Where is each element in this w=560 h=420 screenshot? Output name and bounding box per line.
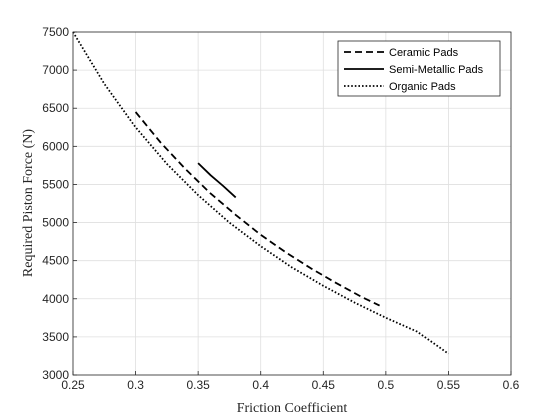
y-tick-label: 5500 [42, 177, 69, 191]
x-tick-label: 0.55 [437, 378, 461, 392]
x-tick-label: 0.3 [127, 378, 144, 392]
y-tick-label: 4500 [42, 254, 69, 268]
x-tick-label: 0.4 [252, 378, 269, 392]
x-tick-label: 0.45 [312, 378, 336, 392]
y-tick-label: 4000 [42, 292, 69, 306]
x-tick-label: 0.25 [61, 378, 85, 392]
y-tick-label: 5000 [42, 216, 69, 230]
x-axis-title: Friction Coefficient [237, 401, 348, 416]
axis-ticks: 0.25 0.3 0.35 0.4 0.45 0.5 0.55 0.6 3000 3500 4000… [42, 25, 519, 392]
y-tick-label: 3000 [42, 368, 69, 382]
y-axis-title: Required Piston Force (N) [21, 129, 36, 277]
x-tick-label: 0.5 [378, 378, 395, 392]
y-tick-label: 6000 [42, 139, 69, 153]
y-tick-label: 6500 [42, 101, 69, 115]
x-tick-label: 0.6 [503, 378, 520, 392]
legend: Ceramic Pads Semi-Metallic Pads Organic … [337, 40, 501, 97]
plot-frame [72, 31, 512, 376]
y-tick-label: 3500 [42, 330, 69, 344]
series-semi-metallic-pads-line [197, 162, 237, 199]
data-series [72, 31, 449, 355]
legend-label-ceramic: Ceramic Pads [389, 47, 459, 59]
legend-label-semi-metallic: Semi-Metallic Pads [389, 64, 484, 76]
legend-label-organic: Organic Pads [389, 81, 456, 93]
x-tick-label: 0.35 [186, 378, 210, 392]
y-tick-label: 7500 [42, 25, 69, 39]
y-tick-label: 7000 [42, 63, 69, 77]
